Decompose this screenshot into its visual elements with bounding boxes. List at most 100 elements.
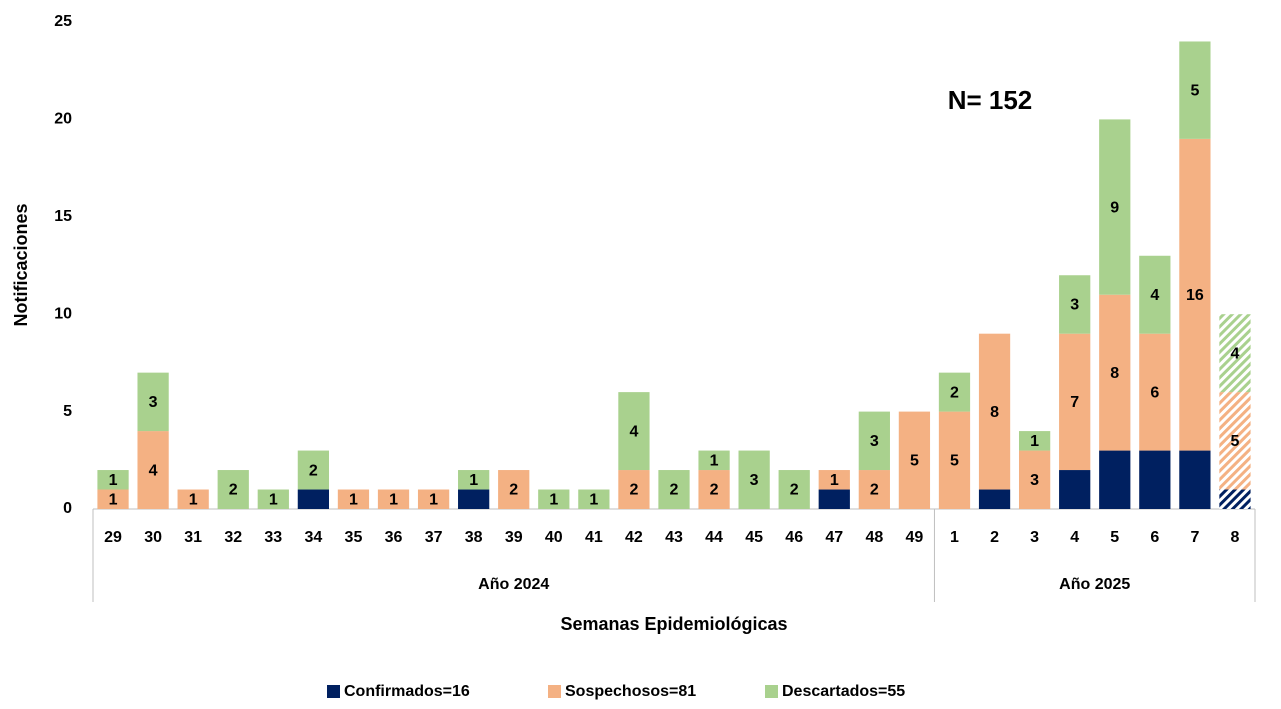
x-tick-label: 40	[545, 529, 563, 546]
x-tick-label: 49	[906, 529, 924, 546]
x-tick-label: 3	[1030, 529, 1039, 546]
bar-segment	[458, 489, 490, 509]
x-tick-label: 8	[1231, 529, 1240, 546]
data-label: 2	[629, 482, 638, 499]
data-label: 5	[1190, 82, 1199, 99]
data-label: 2	[870, 482, 879, 499]
data-label: 8	[990, 404, 999, 421]
bar-segment	[1099, 450, 1131, 509]
bar-segment	[417, 489, 450, 509]
x-tick-label: 36	[385, 529, 403, 546]
data-label: 3	[149, 394, 158, 411]
data-label: 1	[589, 491, 598, 508]
bar-segment	[1099, 294, 1131, 451]
data-label: 1	[189, 491, 198, 508]
data-label: 1	[389, 491, 398, 508]
data-label: 2	[710, 482, 719, 499]
bar-segment	[978, 489, 1011, 509]
bar-segment	[498, 470, 530, 509]
legend-swatch	[327, 685, 340, 698]
y-tick-label: 0	[63, 500, 72, 517]
bar-segment	[458, 470, 490, 490]
bar-segment	[818, 489, 850, 509]
data-label: 9	[1110, 199, 1119, 216]
data-label: 1	[549, 491, 558, 508]
bar-segment	[1018, 450, 1051, 509]
x-tick-label: 34	[304, 529, 322, 546]
bar-segment	[538, 489, 570, 509]
data-label: 3	[1070, 297, 1079, 314]
x-tick-label: 41	[585, 529, 603, 546]
data-label: 2	[670, 482, 679, 499]
bar-segment	[1059, 275, 1091, 334]
bar-segment	[778, 470, 810, 509]
x-tick-label: 42	[625, 529, 643, 546]
data-label: 2	[309, 462, 318, 479]
bar-segment	[978, 333, 1011, 490]
data-label: 5	[1231, 433, 1240, 450]
data-label: 2	[509, 482, 518, 499]
x-tick-label: 30	[144, 529, 162, 546]
bar-segment	[858, 470, 890, 509]
data-label: 1	[429, 491, 438, 508]
data-label: 1	[469, 472, 478, 489]
data-label: 1	[269, 491, 278, 508]
bar-segment	[1179, 138, 1211, 451]
legend-label: Sospechosos=81	[565, 683, 696, 700]
data-label: 1	[710, 453, 719, 470]
x-tick-label: 38	[465, 529, 483, 546]
bar-segment	[97, 489, 129, 509]
x-tick-label: 31	[184, 529, 202, 546]
data-label: 1	[830, 472, 839, 489]
bar-segment	[818, 470, 850, 490]
bar-segment	[658, 470, 690, 509]
data-label: 3	[1030, 472, 1039, 489]
bar-segment	[297, 450, 330, 490]
bar-segment	[137, 372, 169, 432]
data-label: 1	[349, 491, 358, 508]
bar-segment	[1139, 255, 1171, 334]
x-tick-label: 48	[865, 529, 883, 546]
bar-segment	[177, 489, 209, 509]
bar-segment	[1099, 119, 1131, 295]
bar-segment	[1179, 41, 1211, 139]
data-label: 1	[109, 472, 118, 489]
data-label: 6	[1150, 384, 1159, 401]
data-label: 3	[870, 433, 879, 450]
bar-segment	[377, 489, 410, 509]
x-tick-label: 37	[425, 529, 443, 546]
bar-segment	[1139, 333, 1171, 451]
x-tick-label: 33	[264, 529, 282, 546]
legend-label: Descartados=55	[782, 683, 905, 700]
bar-segment	[938, 372, 971, 412]
bar-segment	[858, 411, 890, 471]
data-label: 8	[1110, 365, 1119, 382]
x-tick-label: 2	[990, 529, 999, 546]
bar-segment	[97, 470, 129, 490]
data-label: 5	[910, 453, 919, 470]
data-label: 2	[790, 482, 799, 499]
legend-swatch	[765, 685, 778, 698]
data-label: 4	[1231, 345, 1240, 362]
x-tick-label: 43	[665, 529, 683, 546]
bar-segment	[938, 411, 971, 509]
x-tick-label: 46	[785, 529, 803, 546]
data-label: 16	[1186, 287, 1204, 304]
x-tick-label: 5	[1110, 529, 1119, 546]
bar-segment	[1059, 333, 1091, 471]
legend-swatch	[548, 685, 561, 698]
legend-label: Confirmados=16	[344, 683, 470, 700]
bar-segment	[1059, 470, 1091, 509]
bar-segment	[1219, 489, 1251, 509]
bar-segment	[297, 489, 330, 509]
x-tick-label: 1	[950, 529, 959, 546]
y-axis-title: Notificaciones	[11, 203, 31, 326]
bar-segment	[337, 489, 370, 509]
y-tick-label: 5	[63, 403, 72, 420]
data-label: 4	[629, 423, 638, 440]
y-tick-label: 10	[54, 305, 72, 322]
x-tick-label: 47	[825, 529, 843, 546]
group-label: Año 2025	[1059, 576, 1130, 593]
y-tick-label: 15	[54, 208, 72, 225]
